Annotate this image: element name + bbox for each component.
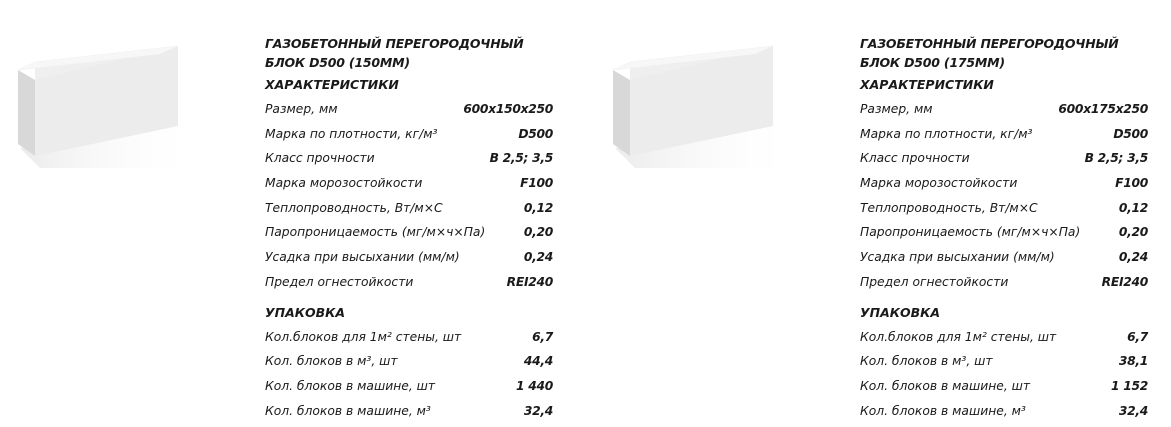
characteristic-value: D500 [1113,126,1148,141]
packaging-heading: УПАКОВКА [265,304,346,320]
characteristic-row: Размер, мм 600x175x250 [860,97,1148,122]
packaging-value: 1 440 [515,378,553,393]
characteristic-value: 0,20 [1118,225,1148,240]
packaging-label: Кол. блоков в м³, шт [265,354,398,369]
characteristic-label: Марка по плотности, кг/м³ [265,126,438,141]
characteristic-value: 0,24 [1118,250,1148,265]
characteristic-value: B 2,5; 3,5 [489,151,554,166]
packaging-row: Кол.блоков для 1м² стены, шт 6,7 [860,325,1148,350]
characteristic-value: F100 [520,176,553,191]
characteristic-value: F100 [1115,176,1148,191]
characteristic-label: Класс прочности [860,151,970,166]
characteristic-value: REI240 [506,274,554,289]
characteristic-row: Марка морозостойкости F100 [860,171,1148,196]
packaging-heading: УПАКОВКА [860,304,941,320]
characteristic-row: Паропроницаемость (мг/м×ч×Па) 0,20 [860,220,1148,245]
characteristic-row: Теплопроводность, Вт/м×С 0,12 [860,196,1148,221]
packaging-label: Кол.блоков для 1м² стены, шт [265,329,462,344]
characteristic-row: Усадка при высыхании (мм/м) 0,24 [860,245,1148,270]
characteristic-label: Паропроницаемость (мг/м×ч×Па) [860,225,1081,240]
product-title-line1: ГАЗОБЕТОННЫЙ ПЕРЕГОРОДОЧНЫЙ [265,36,524,51]
packaging-row: Кол.блоков для 1м² стены, шт 6,7 [265,325,553,350]
packaging-value: 32,4 [523,403,553,418]
characteristic-value: 0,20 [523,225,553,240]
characteristic-row: Класс прочности B 2,5; 3,5 [265,146,553,171]
characteristic-label: Марка морозостойкости [265,176,423,191]
characteristic-label: Теплопроводность, Вт/м×С [265,200,443,215]
characteristics-heading: ХАРАКТЕРИСТИКИ [265,77,399,92]
characteristic-label: Размер, мм [860,102,933,116]
product-title-line2: БЛОК D500 (150ММ) [265,55,410,70]
packaging-label: Кол. блоков в машине, м³ [265,403,431,418]
product-card: ГАЗОБЕТОННЫЙ ПЕРЕГОРОДОЧНЫЙ БЛОК D500 (1… [0,28,553,423]
characteristic-row: Марка по плотности, кг/м³ D500 [860,122,1148,147]
product-title-line1: ГАЗОБЕТОННЫЙ ПЕРЕГОРОДОЧНЫЙ [860,36,1119,51]
characteristic-label: Паропроницаемость (мг/м×ч×Па) [265,225,486,240]
packaging-value: 6,7 [1127,329,1148,344]
characteristic-value: D500 [518,126,553,141]
characteristic-label: Размер, мм [265,102,338,116]
product-card: ГАЗОБЕТОННЫЙ ПЕРЕГОРОДОЧНЫЙ БЛОК D500 (1… [595,0,1171,427]
gas-concrete-block-image [0,28,205,168]
characteristic-row: Предел огнестойкости REI240 [860,270,1148,295]
characteristic-label: Усадка при высыхании (мм/м) [265,250,460,265]
characteristic-label: Предел огнестойкости [860,274,1009,289]
packaging-row: Кол. блоков в м³, шт 38,1 [860,349,1148,374]
packaging-value: 6,7 [532,329,553,344]
characteristic-row: Теплопроводность, Вт/м×С 0,12 [265,196,553,221]
packaging-value: 32,4 [1118,403,1148,418]
characteristic-value: 0,24 [523,250,553,265]
characteristic-row: Марка по плотности, кг/м³ D500 [265,122,553,147]
characteristic-value: REI240 [1101,274,1149,289]
packaging-row: Кол. блоков в машине, шт 1 152 [860,374,1148,399]
characteristic-value: 0,12 [1118,200,1148,215]
characteristic-row: Класс прочности B 2,5; 3,5 [860,146,1148,171]
packaging-value: 38,1 [1118,354,1148,369]
packaging-label: Кол. блоков в машине, шт [265,378,436,393]
packaging-label: Кол. блоков в м³, шт [860,354,993,369]
characteristic-value: 600x175x250 [1058,102,1148,116]
characteristic-label: Марка морозостойкости [860,176,1018,191]
packaging-row: Кол. блоков в машине, шт 1 440 [265,374,553,399]
packaging-value: 44,4 [523,354,553,369]
characteristic-value: B 2,5; 3,5 [1084,151,1149,166]
characteristic-label: Предел огнестойкости [265,274,414,289]
characteristic-label: Класс прочности [265,151,375,166]
packaging-label: Кол. блоков в машине, м³ [860,403,1026,418]
packaging-row: Кол. блоков в м³, шт 44,4 [265,349,553,374]
product-title-line2: БЛОК D500 (175ММ) [860,55,1005,70]
characteristic-row: Предел огнестойкости REI240 [265,270,553,295]
characteristic-value: 0,12 [523,200,553,215]
gas-concrete-block-image [595,28,800,168]
characteristic-label: Теплопроводность, Вт/м×С [860,200,1038,215]
characteristic-value: 600x150x250 [463,102,553,116]
product-info: ГАЗОБЕТОННЫЙ ПЕРЕГОРОДОЧНЫЙ БЛОК D500 (1… [265,34,553,423]
packaging-row: Кол. блоков в машине, м³ 32,4 [860,399,1148,424]
characteristic-row: Размер, мм 600x150x250 [265,97,553,122]
characteristic-label: Усадка при высыхании (мм/м) [860,250,1055,265]
product-info: ГАЗОБЕТОННЫЙ ПЕРЕГОРОДОЧНЫЙ БЛОК D500 (1… [860,34,1148,423]
packaging-row: Кол. блоков в машине, м³ 32,4 [265,399,553,424]
packaging-label: Кол.блоков для 1м² стены, шт [860,329,1057,344]
packaging-value: 1 152 [1110,378,1148,393]
characteristics-heading: ХАРАКТЕРИСТИКИ [860,77,994,92]
characteristic-row: Усадка при высыхании (мм/м) 0,24 [265,245,553,270]
characteristic-row: Паропроницаемость (мг/м×ч×Па) 0,20 [265,220,553,245]
characteristic-row: Марка морозостойкости F100 [265,171,553,196]
characteristic-label: Марка по плотности, кг/м³ [860,126,1033,141]
packaging-label: Кол. блоков в машине, шт [860,378,1031,393]
